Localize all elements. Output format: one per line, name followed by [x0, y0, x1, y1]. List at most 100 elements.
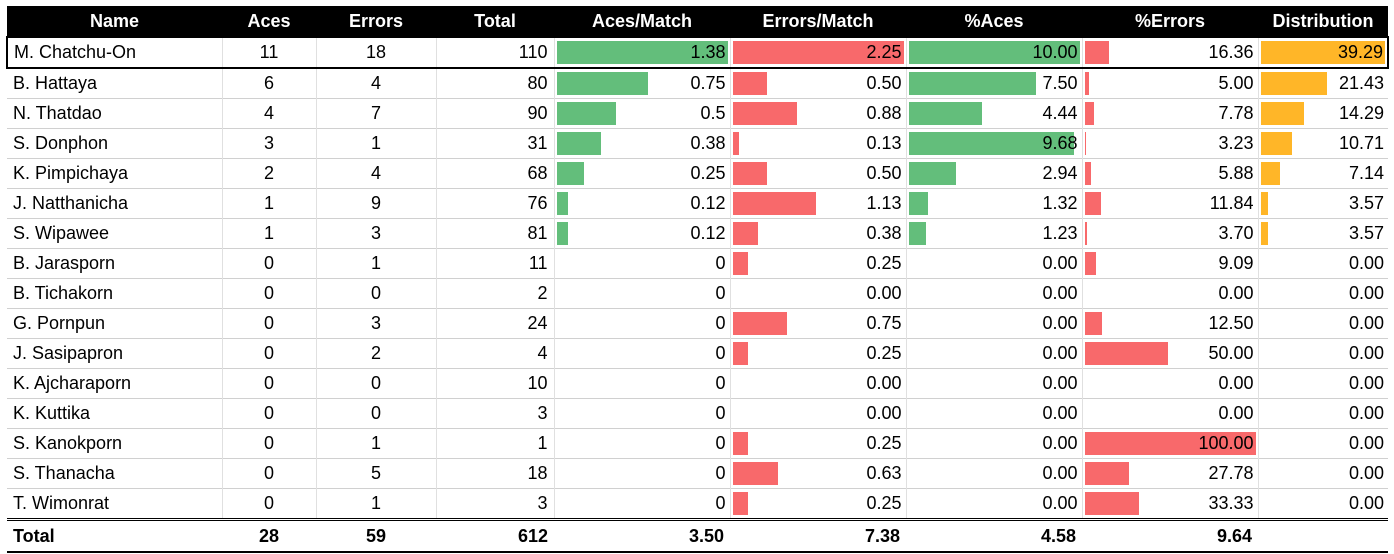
errors-per-match-data-bar — [732, 492, 748, 515]
aces-per-match-data-bar — [556, 222, 568, 245]
pct-errors-cell: 0.00 — [1081, 368, 1258, 399]
aces-per-match-data-bar — [556, 162, 585, 185]
pct-aces-cell: 4.44 — [905, 98, 1082, 129]
aces-per-match-value: 0 — [715, 313, 726, 333]
distribution-data-bar — [1260, 132, 1292, 155]
errors-per-match-cell: 2.25 — [729, 36, 906, 69]
pct-errors-data-bar — [1084, 342, 1168, 365]
aces-per-match-cell: 0 — [553, 278, 730, 309]
pct-errors-cell: 12.50 — [1081, 308, 1258, 339]
pct-errors-value: 0.00 — [1218, 403, 1254, 423]
errors-per-match-value: 0.25 — [866, 343, 902, 363]
pct-aces-cell: 0.00 — [905, 488, 1082, 520]
errors-per-match-value: 0.88 — [866, 103, 902, 123]
aces-per-match-cell: 0 — [553, 398, 730, 429]
errors-per-match-cell: 0.75 — [729, 308, 906, 339]
aces-per-match-cell: 0.12 — [553, 218, 730, 249]
errors-per-match-value: 0.75 — [866, 313, 902, 333]
total-cell: 3 — [435, 398, 554, 429]
errors-per-match-cell: 0.50 — [729, 158, 906, 189]
totals-errors-per-match: 7.38 — [730, 518, 906, 553]
distribution-cell: 0.00 — [1257, 488, 1388, 520]
errors-per-match-value: 0.00 — [866, 283, 902, 303]
pct-errors-cell: 11.84 — [1081, 188, 1258, 219]
errors-per-match-cell: 0.25 — [729, 428, 906, 459]
pct-aces-value: 1.23 — [1042, 223, 1078, 243]
aces-per-match-value: 0.12 — [690, 193, 726, 213]
table-row: T. Wimonrat 0 1 3 0 0.25 0.00 33.33 0.00 — [7, 488, 1388, 520]
errors-per-match-value: 0.00 — [866, 403, 902, 423]
header-total: Total — [436, 6, 554, 37]
total-cell: 110 — [435, 36, 554, 69]
aces-per-match-value: 0 — [715, 373, 726, 393]
aces-per-match-cell: 0 — [553, 368, 730, 399]
pct-errors-value: 9.09 — [1218, 253, 1254, 273]
total-cell: 11 — [435, 248, 554, 279]
aces-cell: 0 — [221, 278, 316, 309]
errors-cell: 0 — [315, 398, 436, 429]
errors-per-match-cell: 0.00 — [729, 398, 906, 429]
errors-cell: 4 — [315, 158, 436, 189]
total-cell: 90 — [435, 98, 554, 129]
player-name-cell: B. Tichakorn — [7, 278, 222, 309]
distribution-value: 3.57 — [1348, 223, 1384, 243]
errors-per-match-data-bar — [732, 312, 787, 335]
aces-per-match-data-bar — [556, 132, 601, 155]
aces-per-match-cell: 0.38 — [553, 128, 730, 159]
errors-per-match-value: 0.25 — [866, 433, 902, 453]
errors-per-match-data-bar — [732, 462, 778, 485]
pct-aces-value: 0.00 — [1042, 283, 1078, 303]
pct-aces-value: 0.00 — [1042, 373, 1078, 393]
header-pct-aces: %Aces — [906, 6, 1082, 37]
errors-cell: 1 — [315, 128, 436, 159]
aces-per-match-data-bar — [556, 41, 728, 64]
aces-per-match-cell: 0 — [553, 428, 730, 459]
table-row: K. Ajcharaporn 0 0 10 0 0.00 0.00 0.00 0.00 — [7, 368, 1388, 399]
aces-cell: 3 — [221, 128, 316, 159]
player-name-cell: B. Hattaya — [7, 67, 222, 99]
errors-cell: 0 — [315, 278, 436, 309]
totals-pct-aces: 4.58 — [906, 518, 1082, 553]
player-name-cell: K. Ajcharaporn — [7, 368, 222, 399]
table-row: S. Wipawee 1 3 81 0.12 0.38 1.23 3.70 3.57 — [7, 218, 1388, 249]
pct-errors-value: 7.78 — [1218, 103, 1254, 123]
pct-errors-data-bar — [1084, 162, 1091, 185]
pct-errors-cell: 50.00 — [1081, 338, 1258, 369]
pct-aces-data-bar — [908, 192, 928, 215]
aces-per-match-value: 0.12 — [690, 223, 726, 243]
errors-cell: 5 — [315, 458, 436, 489]
pct-errors-cell: 3.70 — [1081, 218, 1258, 249]
distribution-value: 0.00 — [1348, 343, 1384, 363]
distribution-value: 39.29 — [1337, 42, 1383, 62]
errors-cell: 0 — [315, 368, 436, 399]
distribution-value: 0.00 — [1348, 373, 1384, 393]
distribution-cell: 7.14 — [1257, 158, 1388, 189]
aces-cell: 0 — [221, 458, 316, 489]
aces-per-match-value: 0 — [715, 493, 726, 513]
total-cell: 10 — [435, 368, 554, 399]
pct-errors-cell: 33.33 — [1081, 488, 1258, 520]
errors-per-match-data-bar — [732, 72, 768, 95]
totals-row: Total 28 59 612 3.50 7.38 4.58 9.64 — [7, 518, 1388, 553]
distribution-value: 0.00 — [1348, 493, 1384, 513]
pct-aces-value: 7.50 — [1042, 73, 1078, 93]
distribution-value: 10.71 — [1338, 133, 1384, 153]
serve-stats-table: Name Aces Errors Total Aces/Match Errors… — [6, 6, 1389, 553]
header-distribution: Distribution — [1258, 6, 1388, 37]
distribution-value: 0.00 — [1348, 313, 1384, 333]
table-row: N. Thatdao 4 7 90 0.5 0.88 4.44 7.78 14.29 — [7, 98, 1388, 129]
aces-per-match-data-bar — [556, 192, 568, 215]
aces-per-match-cell: 0 — [553, 458, 730, 489]
pct-errors-data-bar — [1084, 132, 1087, 155]
header-errors-per-match: Errors/Match — [730, 6, 906, 37]
pct-errors-value: 12.50 — [1208, 313, 1254, 333]
header-aces: Aces — [222, 6, 316, 37]
pct-errors-value: 16.36 — [1208, 42, 1254, 62]
errors-cell: 4 — [315, 67, 436, 99]
player-name-cell: S. Wipawee — [7, 218, 222, 249]
totals-aces: 28 — [222, 518, 316, 553]
player-name-cell: N. Thatdao — [7, 98, 222, 129]
aces-per-match-value: 0 — [715, 433, 726, 453]
errors-per-match-value: 2.25 — [866, 42, 902, 62]
totals-aces-per-match: 3.50 — [554, 518, 730, 553]
